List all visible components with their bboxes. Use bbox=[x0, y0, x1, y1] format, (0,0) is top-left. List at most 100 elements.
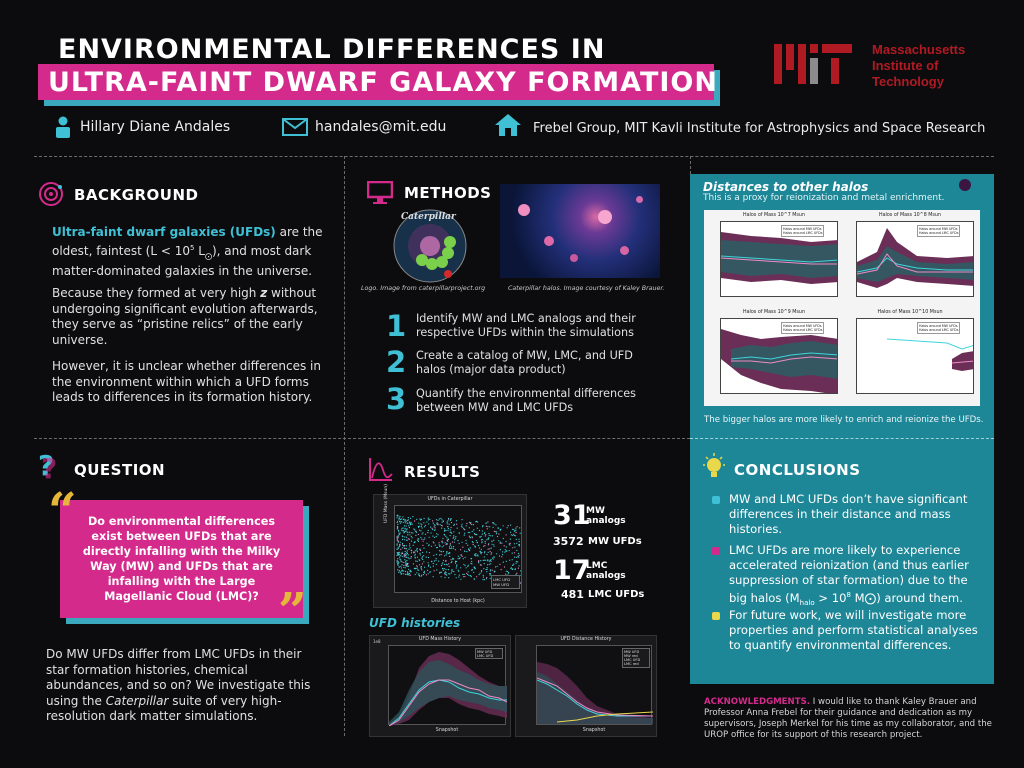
scatter-point bbox=[471, 541, 473, 543]
scatter-point bbox=[467, 565, 469, 568]
scatter-point bbox=[467, 573, 469, 576]
scatter-point bbox=[405, 563, 407, 565]
scatter-point bbox=[449, 573, 451, 575]
scatter-point bbox=[419, 518, 421, 520]
scatter-point bbox=[420, 536, 422, 538]
scatter-point bbox=[411, 550, 413, 552]
home-icon bbox=[495, 114, 521, 136]
scatter-point bbox=[427, 562, 429, 564]
scatter-point bbox=[473, 529, 475, 531]
scatter-point bbox=[486, 528, 488, 530]
scatter-point bbox=[453, 541, 455, 543]
distance-panel-2-curves bbox=[857, 228, 973, 288]
scatter-point bbox=[503, 566, 506, 568]
scatter-point bbox=[424, 572, 426, 574]
scatter-point bbox=[432, 565, 434, 567]
scatter-point bbox=[421, 563, 423, 565]
scatter-point bbox=[502, 537, 504, 540]
author-email[interactable]: handales@mit.edu bbox=[315, 119, 447, 135]
scatter-point bbox=[407, 557, 409, 559]
scatter-point bbox=[445, 563, 447, 565]
scatter-point bbox=[475, 554, 477, 556]
scatter-point bbox=[476, 534, 478, 536]
scatter-point bbox=[510, 524, 512, 526]
scatter-point bbox=[451, 546, 453, 548]
scatter-point bbox=[399, 516, 401, 518]
scatter-point bbox=[435, 535, 437, 538]
scatter-point bbox=[445, 572, 447, 574]
scatter-point bbox=[444, 542, 446, 544]
scatter-point bbox=[443, 545, 445, 547]
scatter-point bbox=[453, 536, 455, 538]
scatter-point bbox=[493, 530, 495, 532]
scatter-point bbox=[489, 548, 491, 550]
scatter-point bbox=[439, 572, 441, 574]
scatter-point bbox=[493, 556, 495, 558]
distance-panel-1-legend-1: Halos around LMC UFDs bbox=[783, 231, 823, 235]
scatter-point bbox=[407, 571, 409, 573]
scatter-point bbox=[461, 519, 463, 521]
scatter-point bbox=[417, 539, 419, 541]
scatter-point bbox=[418, 525, 420, 527]
scatter-point bbox=[476, 542, 478, 544]
scatter-point bbox=[403, 564, 405, 566]
scatter-point bbox=[464, 550, 466, 552]
scatter-point bbox=[470, 562, 472, 564]
scatter-point bbox=[480, 560, 482, 562]
scatter-point bbox=[397, 553, 399, 555]
scatter-point bbox=[467, 531, 469, 534]
scatter-point bbox=[447, 529, 449, 531]
scatter-point bbox=[406, 551, 408, 553]
scatter-point bbox=[470, 575, 472, 577]
scatter-point bbox=[458, 576, 460, 578]
scatter-point bbox=[485, 534, 487, 536]
scatter-point bbox=[490, 573, 492, 575]
scatter-point bbox=[447, 540, 449, 542]
scatter-point bbox=[474, 533, 476, 536]
scatter-point bbox=[399, 520, 401, 522]
scatter-point bbox=[396, 548, 398, 550]
scatter-point bbox=[407, 517, 409, 519]
distance-panel-3-axes: Halos around MW UFDs Halos around LMC UFD… bbox=[720, 318, 838, 394]
scatter-point bbox=[423, 561, 425, 563]
scatter-point bbox=[397, 529, 400, 531]
scatter-point bbox=[486, 553, 488, 556]
scatter-point bbox=[468, 535, 470, 537]
scatter-point bbox=[454, 549, 456, 551]
scatter-point bbox=[416, 560, 418, 562]
scatter-point bbox=[464, 532, 466, 534]
scatter-point bbox=[496, 565, 498, 567]
scatter-point bbox=[396, 561, 398, 563]
halos-caption: Caterpillar halos. Image courtesy of Kal… bbox=[508, 285, 665, 292]
scatter-point bbox=[427, 532, 429, 534]
distance-panel-4-curves bbox=[886, 338, 973, 371]
scatter-point bbox=[450, 526, 452, 529]
scatter-point bbox=[497, 527, 499, 529]
scatter-points bbox=[396, 514, 521, 585]
scatter-point bbox=[458, 574, 460, 576]
scatter-point bbox=[418, 574, 420, 576]
scatter-point bbox=[410, 521, 412, 523]
scatter-point bbox=[502, 561, 504, 563]
divider-top bbox=[34, 156, 994, 157]
scatter-point bbox=[474, 567, 476, 569]
scatter-point bbox=[447, 526, 449, 528]
scatter-point bbox=[511, 528, 514, 530]
scatter-point bbox=[517, 567, 519, 569]
scatter-point bbox=[470, 521, 472, 524]
title-line-2: ULTRA-FAINT DWARF GALAXY FORMATION bbox=[48, 67, 718, 98]
scatter-point bbox=[508, 543, 510, 545]
scatter-point bbox=[483, 552, 486, 554]
background-p1-unit: L bbox=[194, 243, 205, 258]
scatter-point bbox=[433, 554, 435, 556]
scatter-point bbox=[458, 542, 460, 545]
scatter-point bbox=[401, 542, 404, 545]
scatter-point bbox=[491, 569, 493, 571]
scatter-point bbox=[445, 529, 447, 531]
conclusion-1-text: MW and LMC UFDs don’t have significant d… bbox=[729, 492, 968, 536]
scatter-point bbox=[484, 540, 486, 542]
scatter-point bbox=[482, 559, 484, 561]
lmc-analogs-label-2: analogs bbox=[586, 571, 626, 581]
scatter-point bbox=[409, 569, 411, 571]
scatter-point bbox=[439, 524, 441, 526]
